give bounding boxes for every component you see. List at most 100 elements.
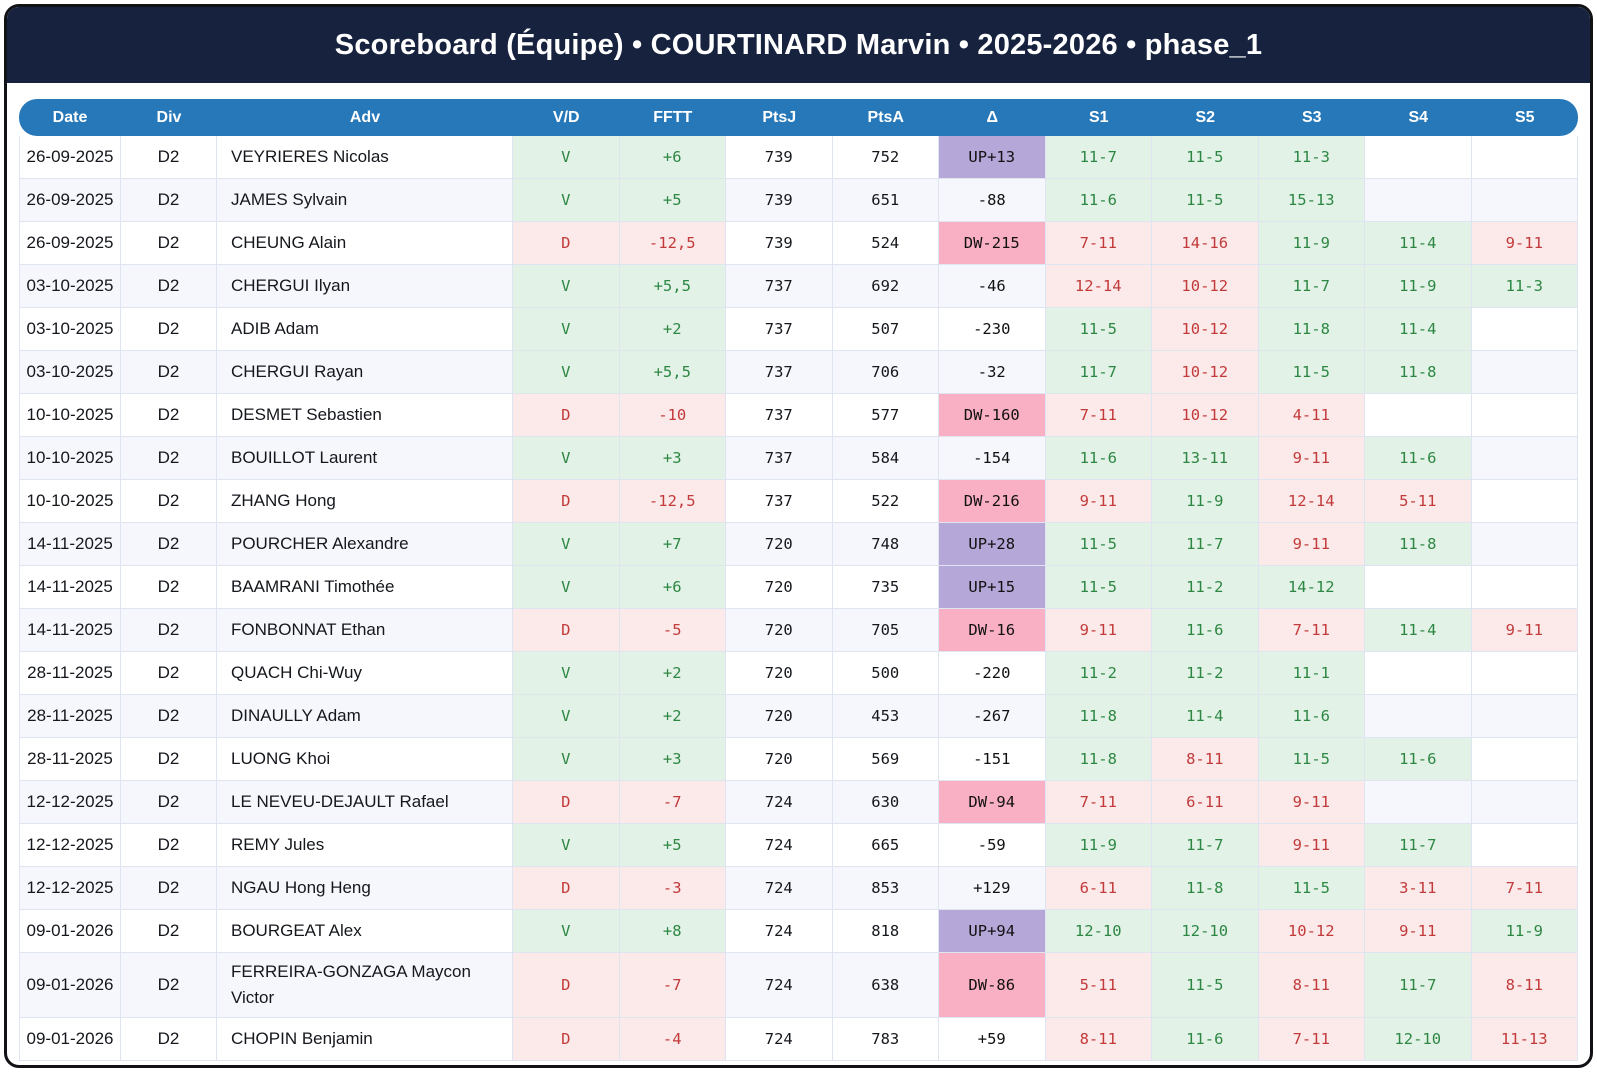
cell-delta: -230 [939,308,1046,351]
cell-set-3: 11-7 [1258,265,1365,308]
cell-delta: UP+94 [939,910,1046,953]
cell-date: 09-01-2026 [19,1018,121,1061]
cell-result: D [513,867,620,910]
cell-set-5 [1471,738,1578,781]
cell-pts-j: 720 [726,566,833,609]
cell-delta: -267 [939,695,1046,738]
cell-result: V [513,437,620,480]
cell-adversary: QUACH Chi-Wuy [217,652,513,695]
cell-result: V [513,738,620,781]
cell-result: V [513,566,620,609]
cell-result: V [513,265,620,308]
cell-adversary: ZHANG Hong [217,480,513,523]
cell-set-5: 7-11 [1471,867,1578,910]
cell-fftt-points: +7 [619,523,726,566]
cell-fftt-points: -5 [619,609,726,652]
cell-delta: -154 [939,437,1046,480]
cell-set-4: 11-8 [1365,523,1472,566]
cell-fftt-points: -7 [619,953,726,1018]
cell-division: D2 [121,738,217,781]
cell-adversary: CHOPIN Benjamin [217,1018,513,1061]
cell-delta: UP+13 [939,136,1046,179]
cell-set-2: 10-12 [1152,351,1259,394]
cell-adversary: BAAMRANI Timothée [217,566,513,609]
cell-fftt-points: +3 [619,437,726,480]
table-row: 26-09-2025 D2 JAMES Sylvain V +5 739 651 -88 11-… [19,179,1578,222]
cell-set-1: 12-14 [1045,265,1152,308]
cell-delta: -151 [939,738,1046,781]
cell-set-2: 11-2 [1152,652,1259,695]
cell-fftt-points: -4 [619,1018,726,1061]
column-header-s4: S4 [1365,99,1472,136]
cell-result: V [513,523,620,566]
cell-date: 12-12-2025 [19,867,121,910]
cell-delta: +129 [939,867,1046,910]
column-header-vd: V/D [513,99,620,136]
cell-delta: DW-16 [939,609,1046,652]
column-header-ptsa: PtsA [832,99,939,136]
cell-adversary: JAMES Sylvain [217,179,513,222]
cell-set-4: 11-4 [1365,222,1472,265]
cell-set-4 [1365,394,1472,437]
cell-pts-j: 720 [726,523,833,566]
cell-set-4: 9-11 [1365,910,1472,953]
cell-set-5 [1471,695,1578,738]
table-row: 28-11-2025 D2 DINAULLY Adam V +2 720 453 -267 11… [19,695,1578,738]
cell-delta: -32 [939,351,1046,394]
column-header-div: Div [121,99,217,136]
cell-delta: DW-86 [939,953,1046,1018]
table-row: 14-11-2025 D2 BAAMRANI Timothée V +6 720 735 UP… [19,566,1578,609]
cell-set-5 [1471,437,1578,480]
cell-pts-a: 783 [832,1018,939,1061]
cell-pts-j: 724 [726,824,833,867]
cell-set-4 [1365,136,1472,179]
cell-date: 09-01-2026 [19,953,121,1018]
cell-pts-j: 737 [726,437,833,480]
cell-set-1: 8-11 [1045,1018,1152,1061]
cell-date: 12-12-2025 [19,781,121,824]
cell-set-2: 11-7 [1152,523,1259,566]
cell-set-2: 14-16 [1152,222,1259,265]
cell-result: V [513,695,620,738]
cell-pts-a: 522 [832,480,939,523]
cell-date: 10-10-2025 [19,437,121,480]
cell-set-1: 6-11 [1045,867,1152,910]
cell-set-3: 9-11 [1258,781,1365,824]
cell-set-1: 11-7 [1045,351,1152,394]
cell-fftt-points: +2 [619,308,726,351]
table-row: 12-12-2025 D2 REMY Jules V +5 724 665 -59 11-9 11… [19,824,1578,867]
cell-adversary: BOUILLOT Laurent [217,437,513,480]
cell-pts-a: 853 [832,867,939,910]
cell-set-3: 10-12 [1258,910,1365,953]
cell-adversary: VEYRIERES Nicolas [217,136,513,179]
cell-result: D [513,781,620,824]
cell-set-4: 12-10 [1365,1018,1472,1061]
cell-date: 28-11-2025 [19,738,121,781]
cell-result: V [513,824,620,867]
cell-set-1: 11-7 [1045,136,1152,179]
cell-pts-a: 706 [832,351,939,394]
cell-set-5: 9-11 [1471,222,1578,265]
cell-set-2: 10-12 [1152,265,1259,308]
cell-set-3: 11-3 [1258,136,1365,179]
cell-pts-a: 665 [832,824,939,867]
cell-pts-j: 737 [726,265,833,308]
cell-set-5 [1471,308,1578,351]
cell-set-5: 11-3 [1471,265,1578,308]
cell-set-4: 11-7 [1365,953,1472,1018]
cell-delta: +59 [939,1018,1046,1061]
cell-set-5 [1471,781,1578,824]
cell-date: 12-12-2025 [19,824,121,867]
cell-adversary: CHEUNG Alain [217,222,513,265]
table-row: 28-11-2025 D2 QUACH Chi-Wuy V +2 720 500 -220 11… [19,652,1578,695]
cell-set-5 [1471,523,1578,566]
scoreboard-card: Scoreboard (Équipe) • COURTINARD Marvin … [4,4,1593,1068]
cell-adversary: POURCHER Alexandre [217,523,513,566]
table-head: Date Div Adv V/D FFTT PtsJ PtsA Δ S1 S2 S3 S4 S5 [19,99,1578,136]
table-row: 26-09-2025 D2 CHEUNG Alain D -12,5 739 524 DW-2… [19,222,1578,265]
cell-set-3: 11-5 [1258,867,1365,910]
cell-set-1: 7-11 [1045,222,1152,265]
cell-division: D2 [121,652,217,695]
table-row: 14-11-2025 D2 FONBONNAT Ethan D -5 720 705 DW-1… [19,609,1578,652]
column-header-s2: S2 [1152,99,1259,136]
